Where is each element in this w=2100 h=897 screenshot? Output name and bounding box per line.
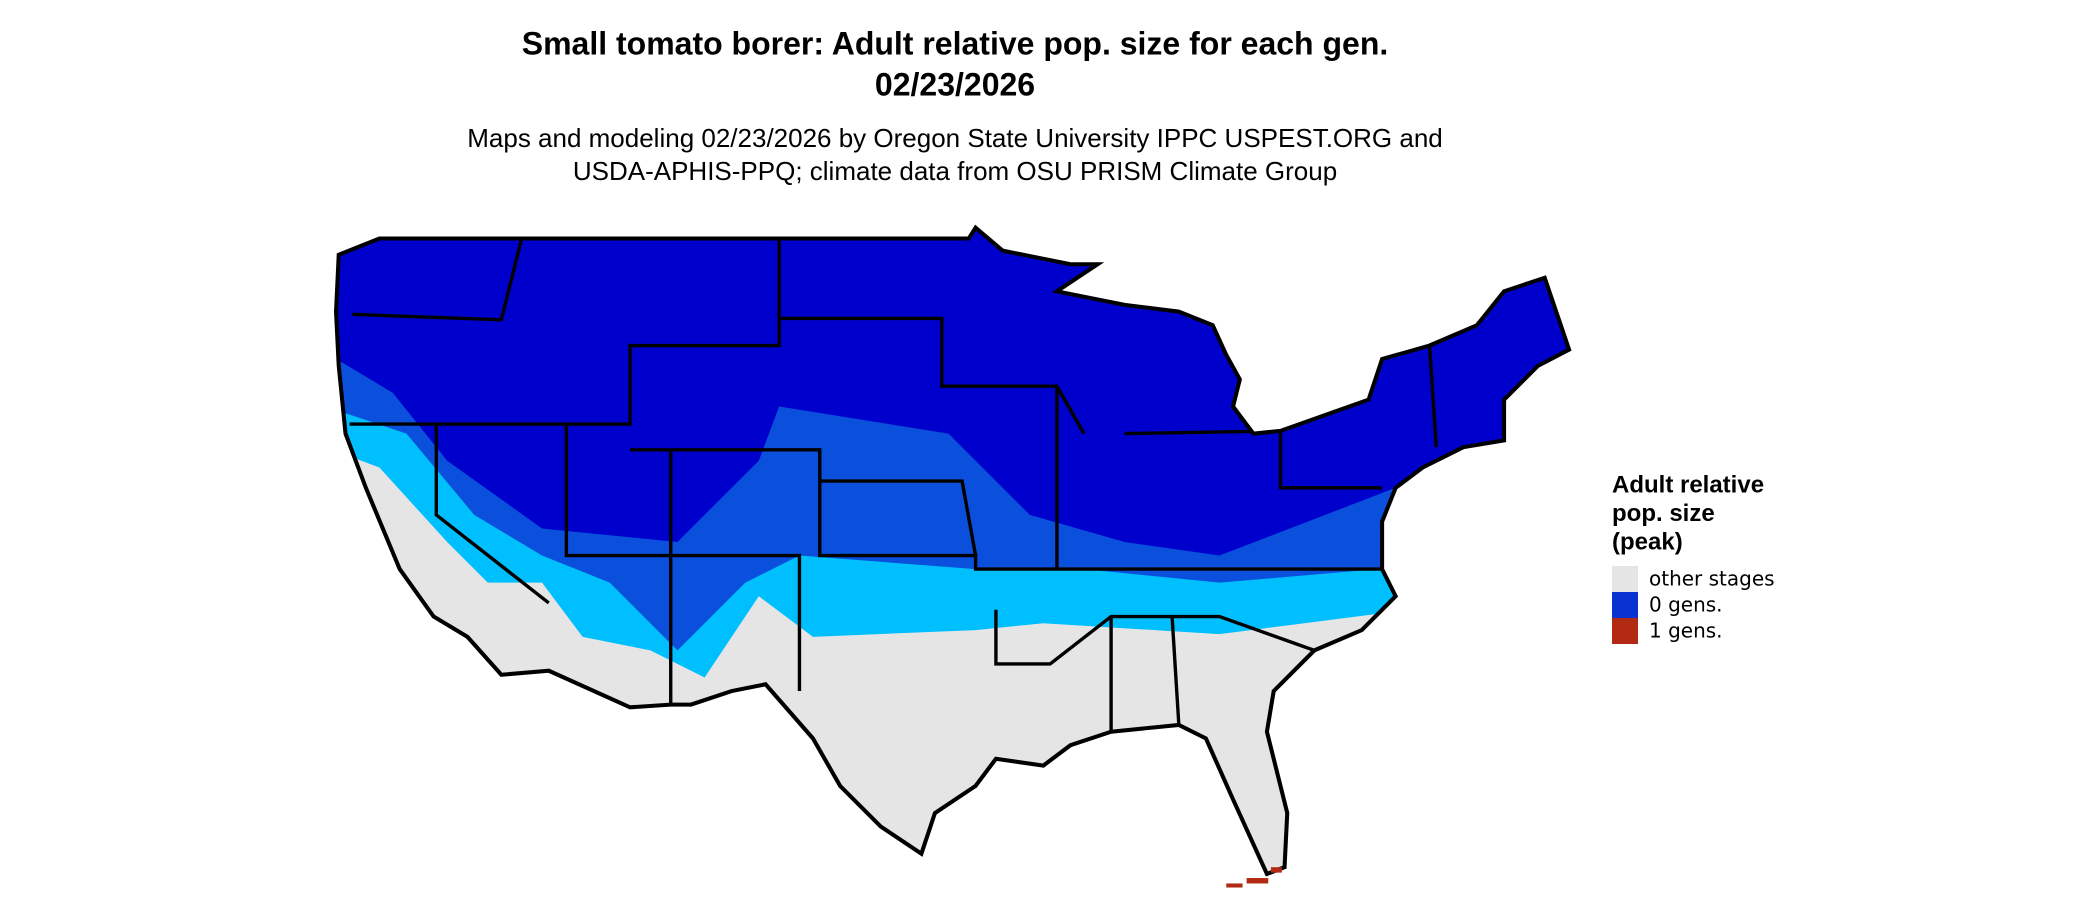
- subtitle: Maps and modeling 02/23/2026 by Oregon S…: [467, 123, 1443, 153]
- us-map: [271, 203, 1626, 888]
- legend-label: other stages: [1649, 567, 1775, 591]
- legend-title: (peak): [1612, 528, 1683, 555]
- state-borders: [349, 238, 1438, 732]
- legend-title: pop. size: [1612, 500, 1715, 527]
- legend-label: 0 gens.: [1649, 593, 1723, 617]
- subtitle: USDA-APHIS-PPQ; climate data from OSU PR…: [573, 156, 1337, 186]
- legend-swatch: [1612, 592, 1638, 618]
- keys-region: [1226, 867, 1282, 888]
- legend-swatch: [1612, 618, 1638, 644]
- legend-title: Adult relative: [1612, 471, 1764, 498]
- legend-label: 1 gens.: [1649, 619, 1723, 643]
- legend-swatch: [1612, 566, 1638, 592]
- title: 02/23/2026: [875, 66, 1035, 102]
- title: Small tomato borer: Adult relative pop. …: [522, 25, 1389, 61]
